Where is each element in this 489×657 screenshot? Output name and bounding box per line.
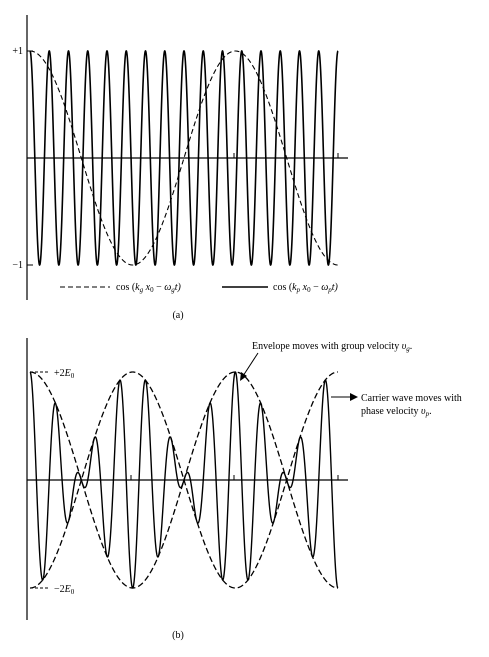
annotation-group-arrowhead — [240, 372, 247, 381]
y-tick-label: −2E0 — [54, 584, 75, 596]
panel-a: +1 −1 cos (kg x0 − ωgt) cos (kp x0 − ωpt) (a… — [12, 15, 348, 321]
panel-label-b: (b) — [172, 630, 184, 641]
carrier-wave-line — [29, 50, 339, 266]
legend-carrier-label: cos (kp x0 − ωpt) — [273, 282, 339, 294]
modulated-wave-line — [29, 371, 339, 589]
panel-b: +2E0 −2E0 Envelope moves with group veloci… — [26, 338, 462, 641]
annotation-phase-line1: Carrier wave moves with — [361, 393, 462, 404]
legend-envelope-label: cos (kg x0 − ωgt) — [116, 282, 182, 294]
y-tick-label: +1 — [12, 46, 23, 57]
annotation-phase-arrowhead — [350, 393, 358, 401]
panel-label-a: (a) — [172, 310, 183, 321]
envelope-line — [29, 50, 339, 266]
annotation-group-velocity: Envelope moves with group velocity υg. — [252, 341, 412, 353]
y-tick-label: +2E0 — [54, 368, 75, 380]
annotation-group-arrow — [242, 352, 259, 377]
annotation-phase-line2: phase velocity υp. — [361, 406, 432, 418]
y-tick-label: −1 — [12, 260, 23, 271]
